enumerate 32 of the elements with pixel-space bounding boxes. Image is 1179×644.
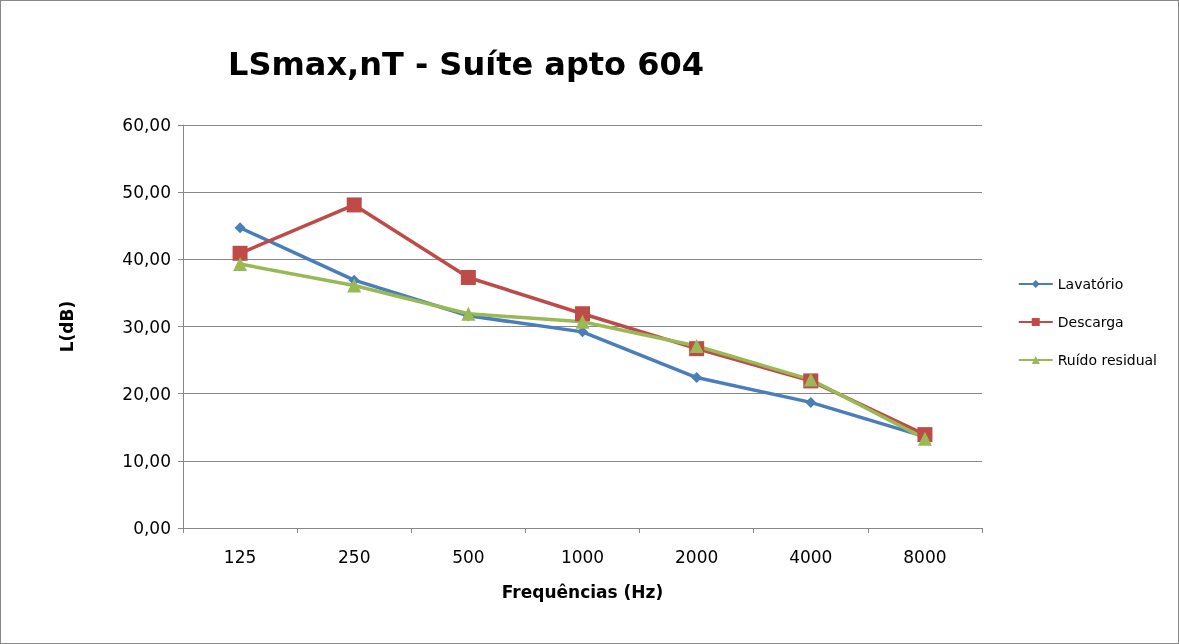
point: [460, 269, 476, 285]
x-tick-label: 250: [337, 546, 371, 567]
point: [575, 314, 590, 329]
point: [461, 306, 476, 321]
legend-label: Descarga: [1057, 314, 1124, 330]
y-tick-label: 10,00: [122, 450, 171, 471]
x-axis-title: Frequências (Hz): [501, 581, 664, 602]
point: [233, 257, 248, 272]
point: [347, 278, 362, 293]
x-tick-label: 8000: [903, 546, 947, 567]
y-tick-label: 50,00: [122, 182, 171, 203]
x-tick-label: 125: [223, 546, 257, 567]
x-tick-label: 4000: [789, 546, 833, 567]
legend-label: Ruído residual: [1057, 352, 1158, 368]
x-tick-label: 1000: [560, 546, 605, 567]
point: [575, 306, 590, 322]
point: [689, 338, 704, 353]
y-axis-title: L(dB): [56, 300, 77, 353]
x-tick-label: 500: [452, 546, 485, 567]
point: [346, 197, 362, 213]
y-tick-label: 60,00: [122, 115, 171, 135]
point: [232, 245, 248, 261]
point: [805, 396, 817, 408]
y-tick-label: 40,00: [122, 249, 171, 270]
chart-title: LSmax,nT - Suíte apto 604: [228, 45, 704, 83]
y-tick-label: 20,00: [122, 383, 171, 404]
point: [691, 372, 703, 384]
y-tick-label: 30,00: [122, 316, 171, 337]
y-tick-label: 0,00: [133, 518, 171, 538]
legend-label: Lavatório: [1057, 276, 1124, 292]
point: [234, 222, 246, 234]
x-tick-label: 2000: [675, 546, 719, 567]
